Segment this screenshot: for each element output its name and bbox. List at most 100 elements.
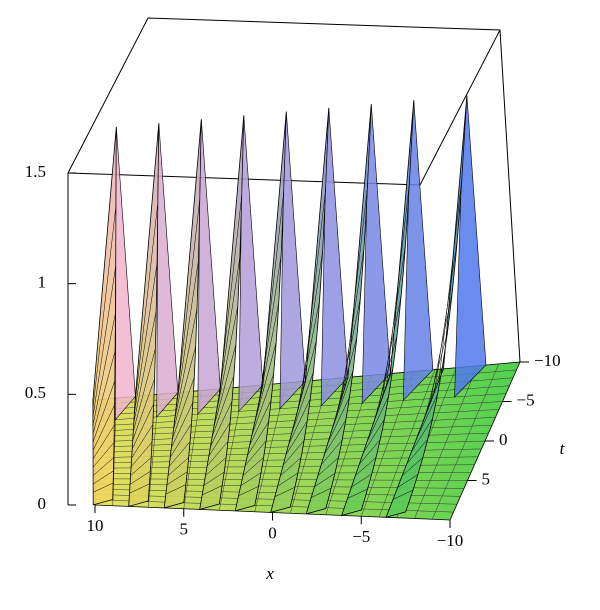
peak	[341, 100, 415, 516]
peak-back	[320, 107, 349, 407]
mesh-line	[240, 472, 262, 486]
mesh-line	[218, 195, 243, 399]
mesh-line	[133, 310, 157, 423]
mesh-line	[93, 482, 114, 493]
mesh-line	[210, 401, 233, 447]
mesh-line	[415, 394, 438, 441]
peak	[234, 111, 287, 512]
mesh-line	[334, 338, 357, 422]
mesh-line	[92, 457, 114, 476]
mesh-line	[213, 344, 237, 428]
mesh-line	[93, 470, 114, 485]
peak	[199, 115, 245, 510]
mesh-line	[238, 486, 259, 497]
surface	[92, 95, 487, 518]
mesh-line	[131, 403, 154, 450]
mesh-line	[165, 484, 186, 495]
mesh-line	[362, 419, 385, 454]
mesh-line	[130, 441, 153, 467]
peak	[92, 126, 117, 506]
x-tick-label: 5	[180, 520, 189, 539]
mesh-line	[311, 487, 332, 498]
mesh-line	[133, 348, 156, 432]
mesh-line	[285, 420, 308, 455]
x-tick-label: −5	[352, 527, 370, 546]
mesh-line	[251, 373, 274, 436]
mesh-line	[291, 372, 314, 434]
mesh-line	[242, 457, 264, 476]
mesh-line	[351, 473, 372, 488]
z-tick-label: 1.5	[25, 162, 46, 181]
mesh-line	[166, 471, 188, 486]
mesh-line	[424, 333, 448, 417]
x-tick-label: −10	[437, 531, 464, 550]
mesh-line	[170, 423, 192, 458]
mesh-line	[92, 350, 116, 434]
peak-back	[156, 123, 179, 418]
mesh-line	[174, 308, 198, 421]
mesh-line	[202, 485, 223, 496]
mesh-line	[255, 303, 279, 416]
mesh-line	[132, 378, 155, 441]
mesh-line	[92, 313, 116, 426]
mesh-line	[321, 439, 343, 465]
mesh-line	[131, 424, 154, 459]
mesh-line	[420, 366, 443, 429]
peak-back	[238, 115, 264, 413]
t-axis-label: t	[560, 439, 566, 458]
mesh-line	[366, 396, 389, 442]
box-edge	[499, 29, 521, 363]
mesh-line	[392, 489, 414, 500]
mesh-line	[92, 205, 117, 409]
x-tick-label: 10	[87, 516, 104, 535]
x-axis-label: x	[265, 564, 274, 583]
mesh-line	[92, 380, 116, 443]
mesh-line	[330, 370, 354, 433]
mesh-line	[253, 342, 277, 426]
mesh-line	[344, 185, 368, 389]
mesh-line	[205, 457, 227, 476]
peak-back	[279, 111, 306, 410]
mesh-line	[288, 398, 311, 445]
peak-back	[115, 126, 136, 421]
peak-back	[197, 119, 221, 415]
mesh-line	[324, 420, 346, 454]
mesh-line	[355, 457, 377, 476]
peak-back	[361, 104, 391, 404]
mesh-line	[249, 399, 272, 446]
mesh-line	[176, 198, 201, 402]
mesh-line	[208, 422, 231, 457]
mesh-line	[314, 473, 335, 487]
mesh-line	[378, 295, 402, 408]
mesh-line	[92, 404, 115, 451]
mesh-line	[175, 260, 199, 412]
mesh-line	[438, 177, 463, 381]
mesh-line	[92, 442, 115, 468]
mesh-line	[215, 305, 239, 418]
mesh-line	[411, 418, 433, 453]
mesh-line	[260, 192, 284, 396]
peak	[385, 95, 468, 518]
mesh-line	[280, 457, 302, 476]
mesh-line	[374, 335, 398, 420]
mesh-line	[171, 402, 194, 449]
mesh-line	[167, 457, 189, 476]
mesh-line	[92, 425, 115, 459]
mesh-line	[247, 421, 269, 456]
mesh-line	[317, 457, 339, 476]
mesh-line	[294, 340, 317, 424]
mesh-line	[211, 375, 235, 438]
y-tick-label: 0	[499, 430, 508, 449]
peak-back	[454, 95, 487, 398]
ticks: 0 0.5 1 1.5 10 5 0 −5 −10 −10 −5 0 5	[25, 162, 561, 550]
mesh-line	[172, 377, 195, 439]
mesh-line	[129, 471, 151, 485]
mesh-line	[173, 346, 196, 430]
mesh-line	[337, 298, 361, 411]
mesh-line	[206, 441, 229, 467]
mesh-line	[299, 251, 323, 403]
mesh-line	[129, 483, 150, 494]
mesh-line	[406, 438, 428, 465]
mesh-line	[92, 266, 116, 417]
